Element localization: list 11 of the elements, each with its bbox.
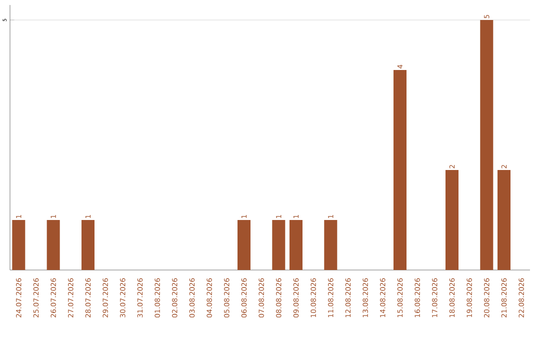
bar [480,20,494,270]
bar [272,220,286,270]
bar [498,170,510,270]
bar [446,170,459,270]
bar [290,220,303,270]
bar [12,220,26,270]
bar [394,70,407,270]
bar [238,220,251,270]
bar [324,220,338,270]
bar [46,220,60,270]
bar [82,220,95,270]
